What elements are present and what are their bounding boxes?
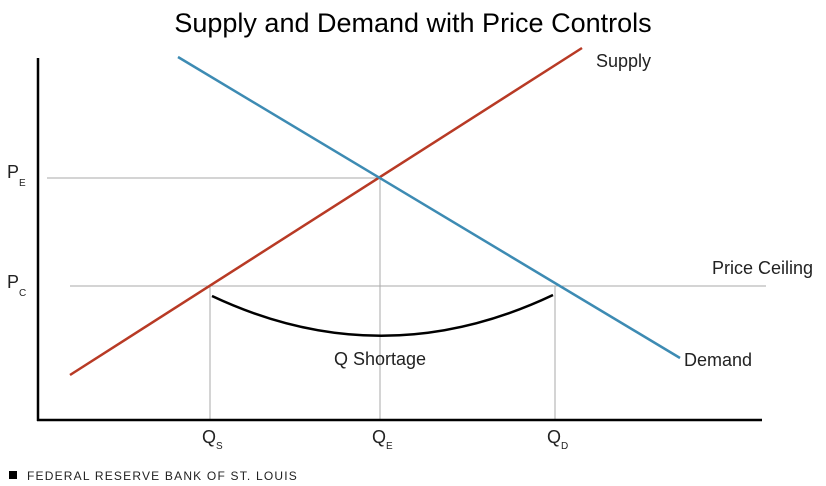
shortage-label: Q Shortage [334,349,426,369]
qd-sub: D [561,441,568,452]
demand-curve [177,55,681,360]
qs-sub: S [216,441,223,452]
shortage-bracket [211,293,554,337]
pe-label: PE [7,162,26,189]
price-ceiling-label: Price Ceiling [712,258,813,278]
qd-main: Q [547,427,561,447]
supply-label: Supply [596,51,651,71]
pe-main: P [7,162,19,182]
demand-label: Demand [684,350,752,370]
qs-label: QS [202,427,223,452]
qe-sub: E [386,441,393,452]
supply-curve [69,46,583,377]
qd-label: QD [547,427,568,452]
pc-main: P [7,272,19,292]
qe-main: Q [372,427,386,447]
pc-label: PC [7,272,26,299]
pc-sub: C [19,288,26,299]
qs-main: Q [202,427,216,447]
title: Supply and Demand with Price Controls [174,8,651,38]
footer: FEDERAL RESERVE BANK OF ST. LOUIS [27,469,298,483]
footer-square [9,471,17,479]
qe-label: QE [372,427,393,452]
pe-sub: E [19,178,26,189]
